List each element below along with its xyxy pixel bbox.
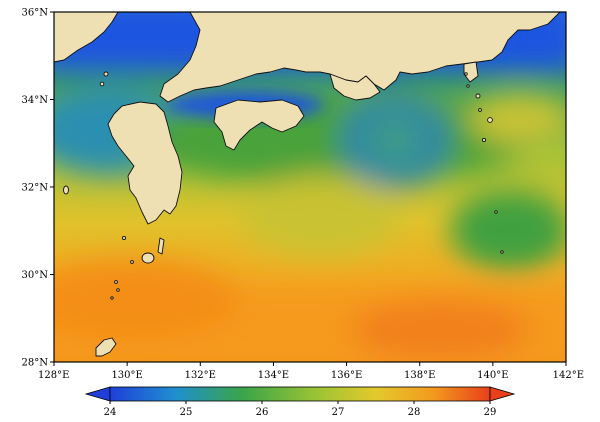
kii-peninsula-landmass <box>329 73 381 101</box>
x-tick-label: 136°E <box>331 370 362 381</box>
x-tick-label: 134°E <box>258 370 289 381</box>
latitude-axis: 36°N 34°N 32°N 30°N 28°N <box>22 8 54 369</box>
kyushu-landmass <box>107 101 183 225</box>
y-tick-label: 28°N <box>22 358 49 369</box>
colorbar-tick-label: 25 <box>180 407 193 418</box>
y-tick-label: 36°N <box>22 8 49 19</box>
x-tick-label: 128°E <box>38 370 69 381</box>
small-islands <box>63 71 504 300</box>
longitude-axis: 128°E 130°E 132°E 134°E 136°E 138°E 140°E 142°E <box>38 362 584 381</box>
izu-peninsula-landmass <box>463 61 479 83</box>
x-tick-label: 138°E <box>404 370 435 381</box>
colorbar-tick-label: 29 <box>484 407 497 418</box>
colorbar-extend-low <box>84 386 111 402</box>
colorbar: 24 25 26 27 28 29 <box>84 386 516 418</box>
x-tick-label: 132°E <box>185 370 216 381</box>
x-tick-label: 140°E <box>477 370 508 381</box>
korea-landmass <box>54 12 119 63</box>
y-tick-label: 32°N <box>22 183 49 194</box>
x-tick-label: 142°E <box>553 370 584 381</box>
tanegashima-island <box>157 237 165 255</box>
colorbar-ticks: 24 25 26 27 28 29 <box>104 401 497 418</box>
shikoku-landmass <box>213 99 305 151</box>
colorbar-tick-label: 24 <box>104 407 117 418</box>
x-tick-label: 130°E <box>111 370 142 381</box>
colorbar-tick-label: 27 <box>332 407 345 418</box>
colorbar-extend-high <box>489 386 516 402</box>
colorbar-bar <box>109 386 491 402</box>
land-masses <box>54 12 561 357</box>
yakushima-island <box>141 252 155 264</box>
colorbar-tick-label: 28 <box>408 407 421 418</box>
y-tick-label: 30°N <box>22 270 49 281</box>
colorbar-tick-label: 26 <box>256 407 269 418</box>
y-tick-label: 34°N <box>22 95 49 106</box>
amami-island <box>95 337 117 357</box>
